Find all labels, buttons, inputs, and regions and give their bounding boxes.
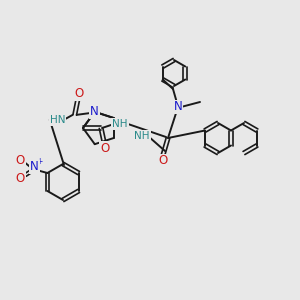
Text: O: O <box>16 154 25 166</box>
Text: O: O <box>100 142 109 154</box>
Text: O: O <box>158 154 168 167</box>
Text: O: O <box>16 172 25 184</box>
Text: +: + <box>36 157 43 166</box>
Text: N: N <box>174 100 182 113</box>
Text: NH: NH <box>112 119 128 129</box>
Text: O: O <box>16 172 25 184</box>
Text: O: O <box>16 154 25 166</box>
Text: N: N <box>174 100 182 113</box>
Text: NH: NH <box>134 131 150 141</box>
Text: N: N <box>90 105 99 118</box>
Text: O: O <box>74 87 83 100</box>
Text: N: N <box>30 160 39 173</box>
Text: O: O <box>74 87 83 100</box>
Text: N: N <box>90 105 99 118</box>
Text: HN: HN <box>50 115 65 125</box>
Text: O: O <box>100 142 109 154</box>
Text: N: N <box>30 160 39 173</box>
Text: O: O <box>158 154 168 167</box>
Text: HN: HN <box>50 115 65 125</box>
Text: NH: NH <box>112 119 128 129</box>
Text: NH: NH <box>134 131 150 141</box>
